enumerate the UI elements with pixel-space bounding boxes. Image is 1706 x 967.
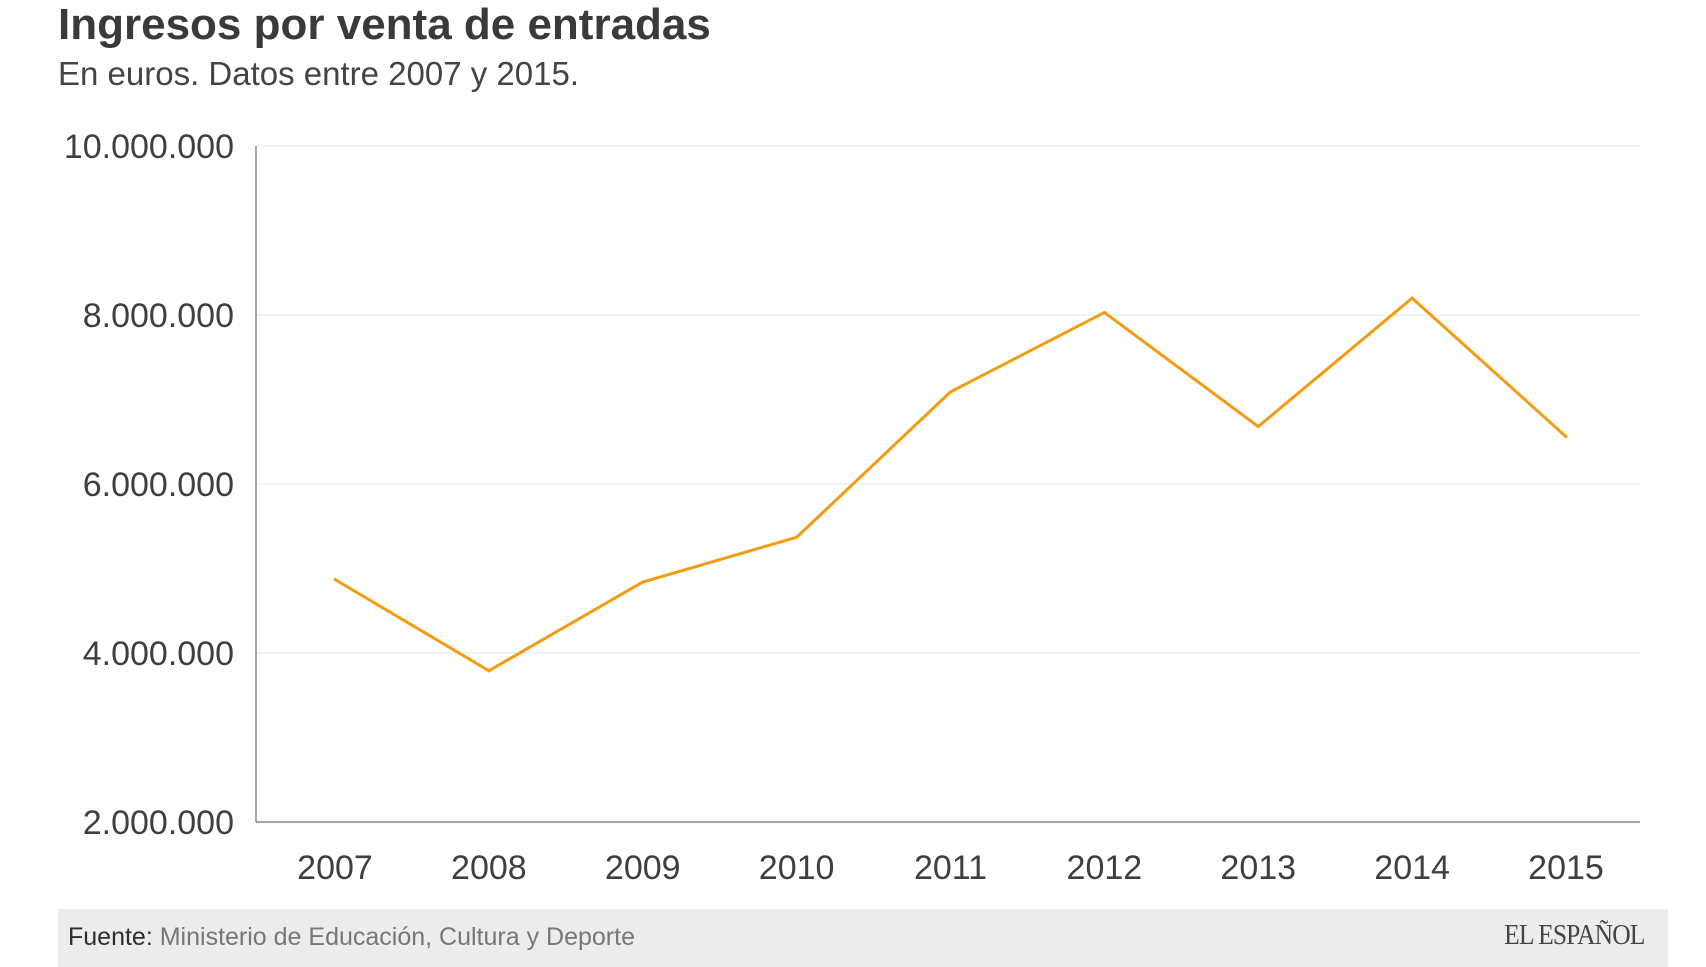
x-tick-label: 2012 xyxy=(1067,849,1143,887)
brand-logo: EL ESPAÑOL xyxy=(1503,919,1645,951)
y-tick-label: 4.000.000 xyxy=(83,635,234,673)
chart-title: Ingresos por venta de entradas xyxy=(58,0,711,49)
source-note: Fuente: Ministerio de Educación, Cultura… xyxy=(68,923,635,952)
x-tick-label: 2009 xyxy=(605,849,681,887)
data-point xyxy=(641,580,645,584)
source-text: Ministerio de Educación, Cultura y Depor… xyxy=(159,923,635,951)
x-tick-label: 2011 xyxy=(914,849,987,887)
data-point xyxy=(1564,435,1568,439)
x-tick-label: 2007 xyxy=(297,849,373,887)
source-label: Fuente: xyxy=(68,923,153,951)
y-tick-label: 2.000.000 xyxy=(83,804,234,842)
x-tick-label: 2008 xyxy=(451,849,527,887)
x-tick-label: 2015 xyxy=(1528,849,1604,887)
x-tick-label: 2013 xyxy=(1220,849,1296,887)
line-chart: 2.000.000 4.000.000 6.000.000 8.000.000 10.0… xyxy=(64,128,1640,887)
y-tick-label: 10.000.000 xyxy=(64,128,234,166)
x-tick-label: 2014 xyxy=(1374,849,1450,887)
chart-subtitle: En euros. Datos entre 2007 y 2015. xyxy=(58,55,580,92)
y-tick-label: 6.000.000 xyxy=(83,466,234,504)
y-tick-label: 8.000.000 xyxy=(83,297,234,335)
data-point xyxy=(949,390,952,394)
x-tick-label: 2010 xyxy=(759,849,835,887)
source-footer: Fuente: Ministerio de Educación, Cultura… xyxy=(58,909,1668,967)
data-point xyxy=(487,669,491,673)
data-point xyxy=(1410,296,1414,300)
data-point xyxy=(1102,310,1106,314)
data-point xyxy=(795,535,799,539)
data-point xyxy=(333,577,337,581)
data-point xyxy=(1256,425,1260,429)
